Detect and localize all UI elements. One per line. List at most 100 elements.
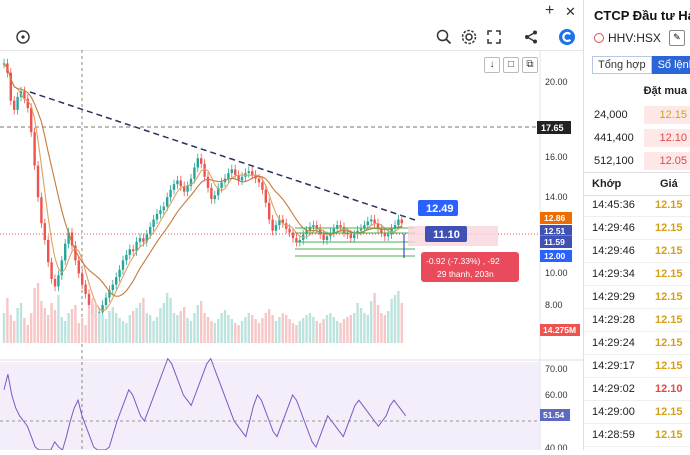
candle-body: [152, 219, 155, 227]
volume-bar: [203, 313, 206, 343]
symbol-label: HHV:HSX: [608, 31, 661, 45]
match-row[interactable]: 14:29:00 12.15: [584, 401, 690, 424]
close-icon[interactable]: ✕: [565, 4, 576, 19]
match-row[interactable]: 14:28:59 12.15: [584, 424, 690, 447]
candle-body: [264, 189, 267, 203]
volume-bar: [26, 325, 29, 343]
volume-bar: [251, 315, 254, 343]
price-tick-label: 20.00: [545, 77, 568, 87]
candle-body: [397, 219, 400, 226]
volume-bar: [319, 323, 322, 343]
volume-bar: [366, 315, 369, 343]
volume-bar: [353, 313, 356, 343]
scroll-down-button[interactable]: ↓: [484, 57, 500, 73]
volume-bar: [302, 318, 305, 343]
volume-bar: [64, 321, 67, 343]
candle-body: [203, 163, 206, 177]
candle-body: [13, 100, 16, 110]
candle-body: [220, 182, 223, 188]
price-chart[interactable]: 20.00 16.00 14.00 10.00 8.00 12.49 11.10 -0.92 …: [0, 50, 583, 453]
volume-bar: [108, 311, 111, 343]
bid-price: 12.10: [644, 129, 690, 147]
candle-body: [247, 171, 250, 174]
candle-body: [298, 239, 301, 242]
candle-body: [53, 278, 57, 287]
candle-body: [291, 232, 295, 239]
target-icon[interactable]: [13, 27, 33, 47]
match-time: 14:29:17: [592, 360, 635, 372]
stop-button[interactable]: □: [503, 57, 519, 73]
bid-row[interactable]: 512,100 12.05: [584, 150, 690, 172]
candle-body: [251, 171, 254, 175]
candle-body: [169, 189, 172, 198]
tab-summary[interactable]: Tổng hợp: [592, 56, 652, 74]
candle-body: [138, 238, 142, 242]
candle-body: [30, 108, 33, 133]
match-price: 12.15: [655, 406, 683, 418]
match-row[interactable]: 14:29:17 12.15: [584, 355, 690, 378]
match-time: 14:45:36: [592, 199, 635, 211]
match-row[interactable]: 14:29:28 12.15: [584, 309, 690, 332]
match-row[interactable]: 14:29:46 12.15: [584, 240, 690, 263]
volume-bar: [16, 308, 19, 343]
bid-price: 12.05: [644, 152, 690, 170]
volume-bar: [244, 317, 247, 343]
volume-bar: [281, 313, 284, 343]
match-row[interactable]: 14:29:24 12.15: [584, 332, 690, 355]
volume-bar: [346, 317, 349, 343]
volume-bar: [223, 310, 227, 343]
match-row[interactable]: 14:29:29 12.15: [584, 286, 690, 309]
company-title: CTCP Đầu tư Hạ tầ: [594, 8, 690, 23]
volume-bar: [373, 293, 376, 343]
match-time: 14:29:46: [592, 222, 635, 234]
bid-row[interactable]: 24,000 12.15: [584, 104, 690, 126]
candle-body: [373, 219, 376, 224]
candle-body: [227, 173, 230, 179]
rsi-line: [3, 357, 407, 451]
settings-icon[interactable]: [459, 27, 479, 47]
zoom-icon[interactable]: [434, 27, 454, 47]
restore-button[interactable]: ⧉: [522, 57, 538, 73]
chart-canvas[interactable]: 20.00 16.00 14.00 10.00 8.00 12.49 11.10 -0.92 …: [0, 50, 583, 453]
bid-row[interactable]: 441,400 12.10: [584, 127, 690, 149]
candle-body: [47, 239, 50, 263]
candle-body: [172, 184, 176, 190]
candle-body: [230, 169, 233, 174]
candle-body: [101, 305, 104, 313]
plus-icon[interactable]: +: [545, 2, 555, 19]
match-row[interactable]: 14:29:34 12.15: [584, 263, 690, 286]
volume-bar: [325, 315, 329, 343]
candle-body: [370, 219, 373, 222]
match-price: 12.15: [655, 429, 683, 441]
match-row[interactable]: 14:29:02 12.10: [584, 378, 690, 401]
candle-body: [16, 96, 19, 110]
candle-body: [149, 226, 152, 235]
volume-bar: [240, 321, 244, 343]
measure-bottom-label: 11.10: [433, 229, 460, 241]
candle-body: [145, 234, 148, 242]
volume-bar: [23, 318, 26, 343]
match-row[interactable]: 14:29:46 12.15: [584, 217, 690, 240]
candle-body: [339, 225, 342, 227]
ma-long-line: [3, 63, 402, 297]
volume-bar: [397, 291, 400, 343]
candle-body: [23, 91, 26, 99]
rsi-tick-label: 40.00: [545, 443, 568, 450]
volume-bar: [13, 321, 16, 343]
volume-bar: [19, 303, 23, 343]
fullscreen-icon[interactable]: [484, 27, 504, 47]
edit-icon[interactable]: ✎: [668, 30, 685, 46]
price-tick-label: 16.00: [545, 152, 568, 162]
volume-bar: [305, 315, 308, 343]
volume-bar: [213, 323, 216, 343]
match-time: 14:28:59: [592, 429, 635, 441]
candle-body: [67, 232, 70, 244]
share-icon[interactable]: [521, 27, 541, 47]
measure-info-line2: 29 thanh, 203n: [437, 269, 494, 279]
candle-body: [84, 284, 87, 294]
tab-orderbook[interactable]: Sổ lệnh: [651, 56, 690, 74]
match-row[interactable]: 14:45:36 12.15: [584, 194, 690, 217]
candle-body: [196, 158, 199, 168]
candle-body: [376, 223, 380, 229]
rsi-tick-label: 70.00: [545, 364, 568, 374]
